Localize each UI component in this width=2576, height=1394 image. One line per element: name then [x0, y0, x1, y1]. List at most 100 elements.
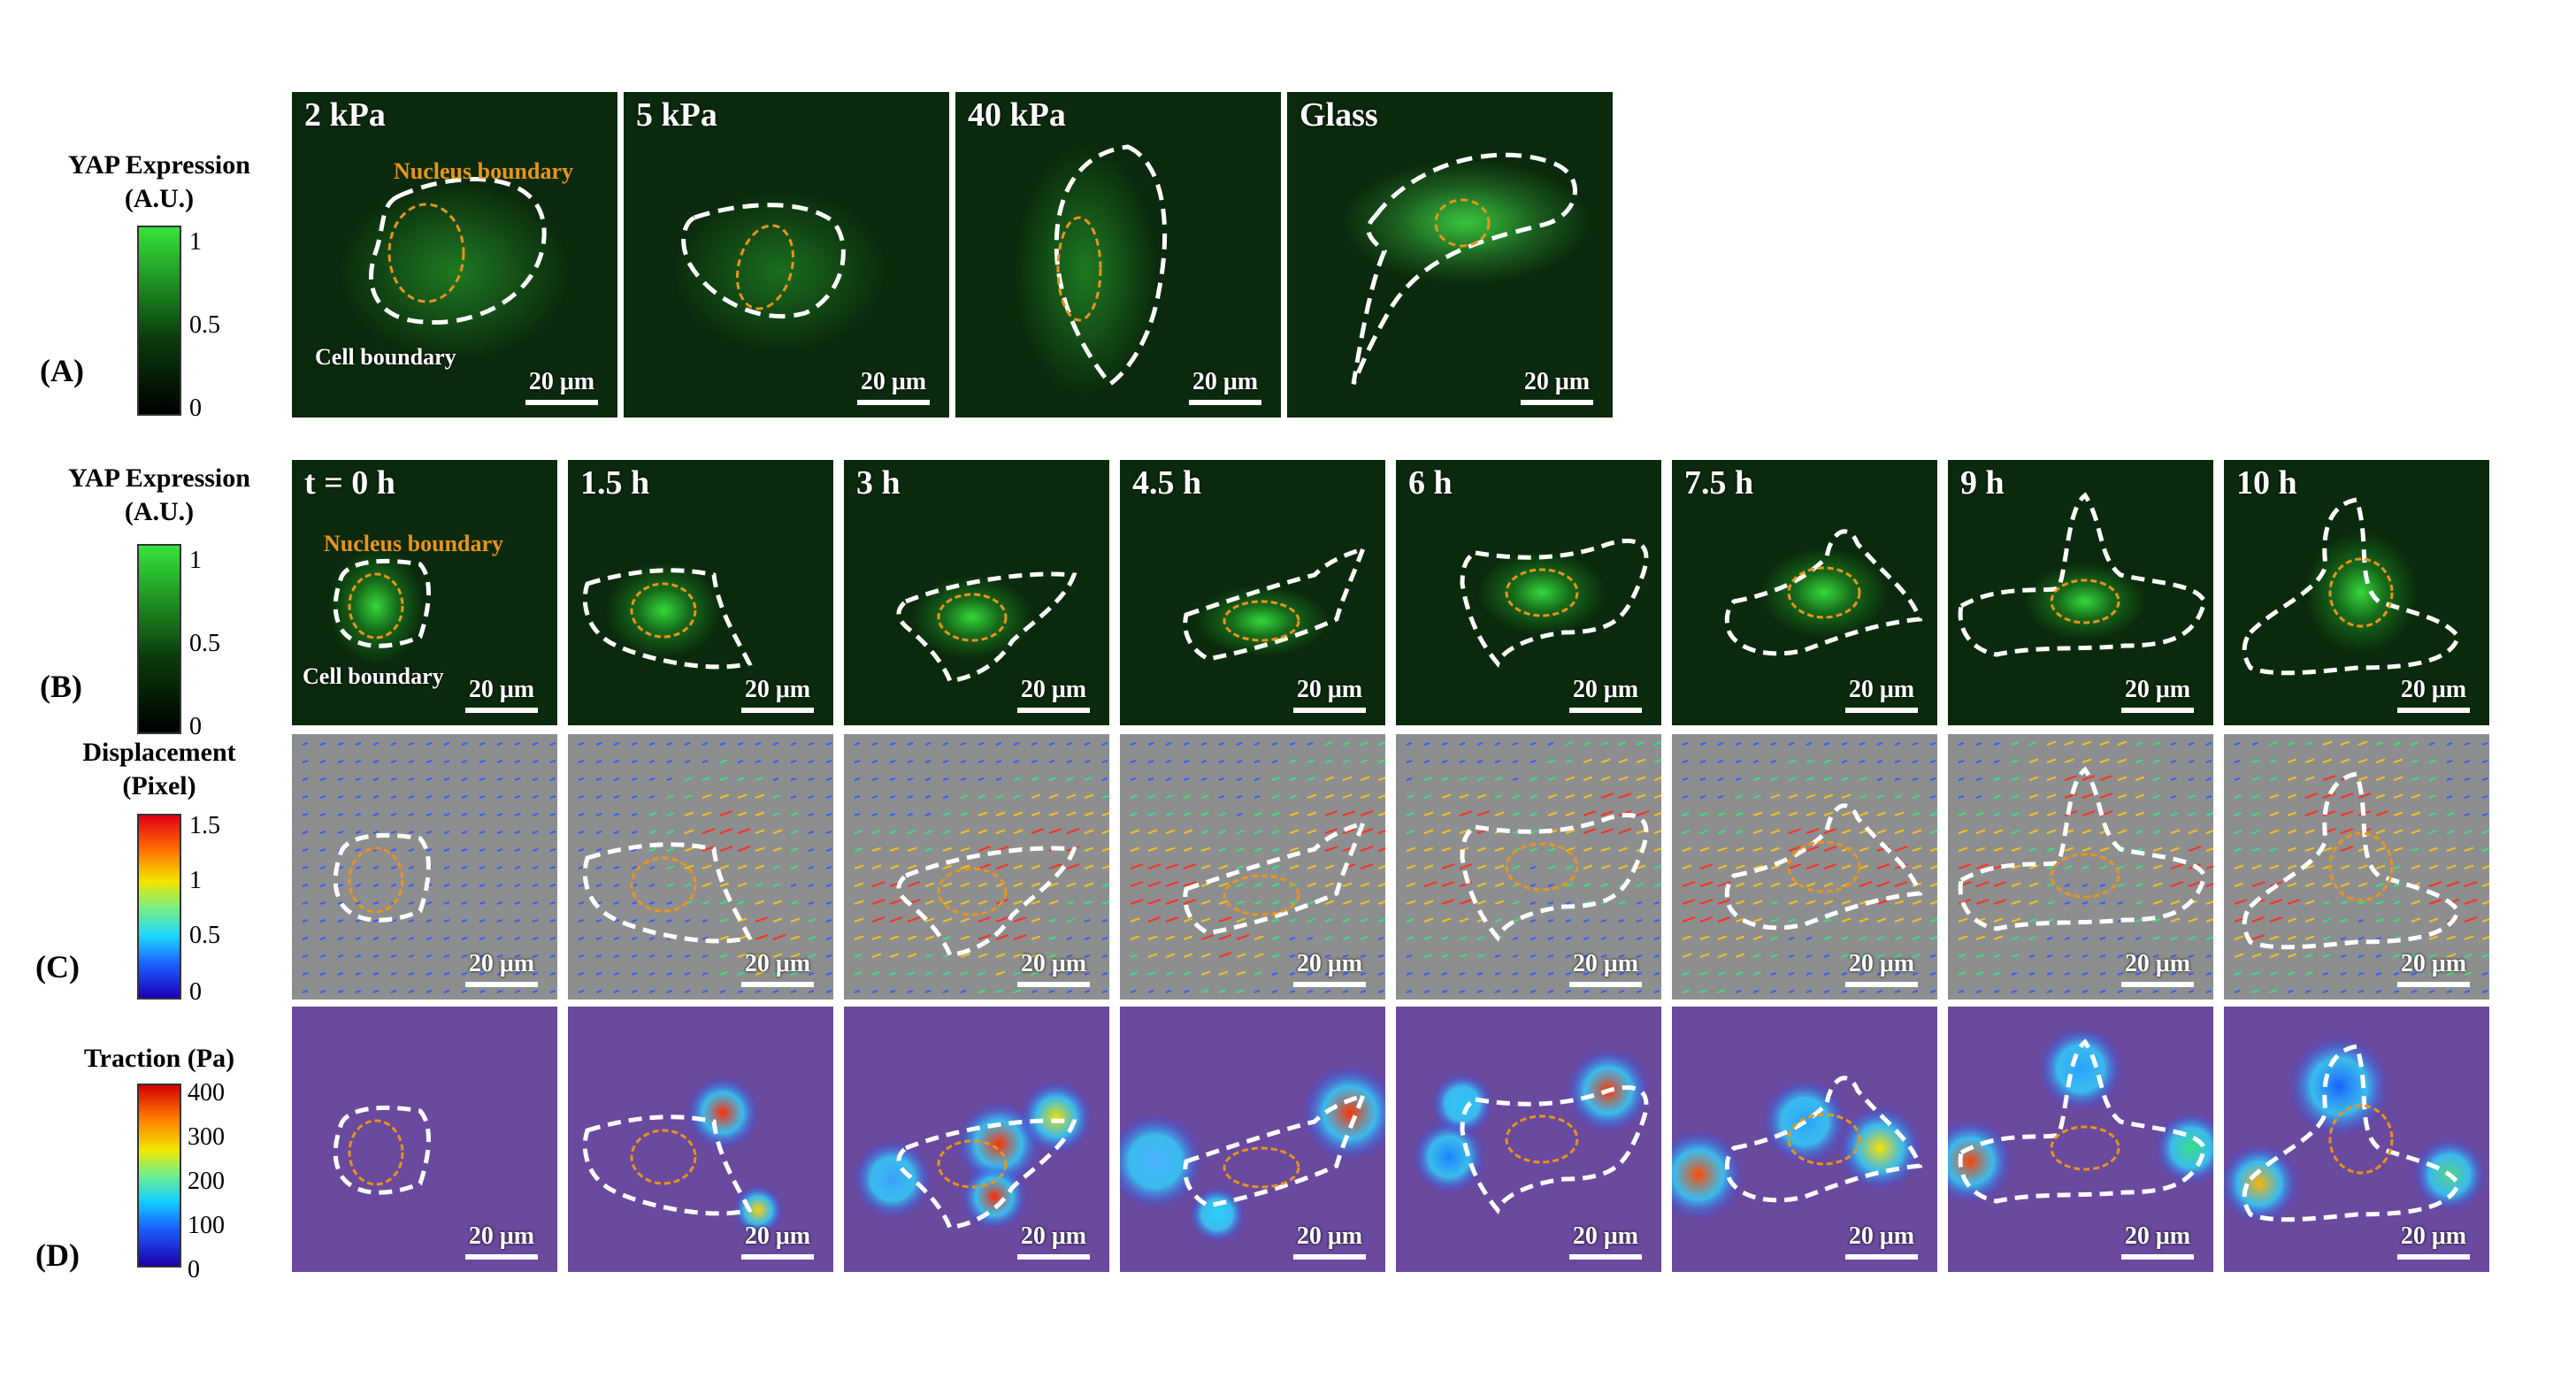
displacement-arrow — [1859, 954, 1867, 958]
displacement-arrow — [648, 777, 656, 781]
displacement-arrow — [355, 936, 362, 940]
cell-boundary — [1724, 1076, 1923, 1203]
displacement-arrow — [1682, 935, 1692, 940]
displacement-arrow — [1441, 777, 1450, 781]
displacement-arrow — [1682, 971, 1690, 976]
displacement-arrow — [1993, 935, 2004, 940]
displacement-arrow — [1013, 864, 1024, 869]
displacement-arrow — [1618, 918, 1625, 923]
displacement-arrow — [1165, 846, 1176, 852]
displacement-arrow — [2234, 882, 2244, 887]
displacement-arrow — [1717, 899, 1731, 905]
displacement-arrow — [1770, 777, 1779, 781]
displacement-arrow — [684, 794, 693, 799]
displacement-arrow — [1859, 881, 1873, 887]
displacement-arrow — [2082, 971, 2089, 976]
displacement-arrow — [2099, 971, 2106, 976]
traction-hotspot — [686, 1076, 760, 1150]
displacement-arrow — [1618, 793, 1632, 799]
displacement-arrow — [1476, 989, 1484, 993]
displacement-arrow — [2358, 776, 2368, 781]
displacement-arrow — [443, 954, 450, 958]
displacement-arrow — [1377, 918, 1385, 923]
displacement-arrow — [2269, 759, 2278, 763]
displacement-arrow — [1101, 883, 1109, 887]
displacement-arrow — [1494, 882, 1505, 887]
displacement-arrow — [1735, 812, 1744, 816]
displacement-arrow — [1066, 900, 1075, 905]
displacement-arrow — [1841, 971, 1848, 976]
displacement-arrow — [1013, 934, 1027, 940]
displacement-arrow — [2117, 954, 2124, 958]
displacement-arrow — [479, 918, 486, 923]
displacement-arrow — [1530, 830, 1538, 834]
panel-title: 10 h — [2236, 464, 2297, 502]
displacement-arrow — [719, 935, 730, 940]
displacement-arrow — [461, 759, 468, 763]
displacement-arrow — [854, 864, 864, 869]
displacement-arrow — [302, 759, 309, 763]
displacement-arrow — [2481, 847, 2489, 852]
displacement-arrow — [426, 918, 433, 923]
displacement-arrow — [1200, 900, 1211, 905]
displacement-arrow — [1494, 918, 1503, 923]
displacement-arrow — [907, 864, 917, 869]
displacement-arrow — [2099, 954, 2106, 958]
displacement-arrow — [684, 759, 691, 763]
displacement-arrow — [1894, 936, 1903, 940]
displacement-arrow — [978, 882, 988, 887]
displacement-arrow — [1806, 828, 1820, 834]
displacement-arrow — [2082, 810, 2096, 816]
displacement-arrow — [1013, 989, 1022, 993]
displacement-arrow — [1183, 899, 1197, 905]
displacement-arrow — [1236, 847, 1245, 852]
displacement-arrow — [2082, 989, 2089, 993]
displacement-arrow — [2428, 759, 2437, 763]
nucleus-boundary — [2328, 1104, 2394, 1175]
displacement-arrow — [1735, 830, 1744, 834]
displacement-arrow — [2322, 900, 2331, 905]
nucleus-boundary-label: Nucleus boundary — [394, 158, 573, 184]
displacement-arrow — [2011, 741, 2020, 746]
displacement-arrow — [1101, 777, 1108, 781]
displacement-arrow — [2269, 847, 2278, 852]
displacement-arrow — [337, 777, 344, 781]
displacement-arrow — [479, 900, 486, 905]
displacement-arrow — [1823, 793, 1834, 799]
displacement-arrow — [1929, 971, 1936, 976]
displacement-arrow — [772, 934, 786, 940]
displacement-arrow — [1271, 971, 1278, 976]
displacement-arrow — [1841, 793, 1852, 799]
displacement-arrow — [2046, 811, 2057, 816]
displacement-arrow — [1459, 741, 1466, 746]
displacement-arrow — [2269, 864, 2280, 869]
displacement-arrow — [2411, 759, 2419, 763]
displacement-arrow — [719, 918, 728, 923]
displacement-arrow — [595, 847, 602, 852]
displacement-arrow — [1929, 812, 1937, 816]
displacement-arrow — [737, 953, 748, 958]
displacement-arrow — [1975, 829, 1986, 834]
displacement-arrow — [1653, 777, 1661, 781]
displacement-arrow — [1183, 989, 1190, 993]
displacement-arrow — [1254, 794, 1261, 799]
traction-panel: 20 μm — [844, 1007, 1109, 1272]
displacement-arrow — [1958, 917, 1968, 923]
displacement-arrow — [337, 900, 344, 905]
displacement-arrow — [1147, 846, 1158, 852]
panel-overlay — [1130, 741, 1385, 993]
displacement-arrow — [1084, 900, 1092, 905]
displacement-arrow — [1130, 989, 1137, 993]
cell-boundary — [1460, 539, 1649, 669]
displacement-arrow — [2028, 936, 2037, 940]
displacement-arrow — [2322, 810, 2336, 816]
displacement-arrow — [1031, 741, 1038, 746]
displacement-arrow — [1406, 864, 1416, 869]
displacement-arrow — [2205, 741, 2212, 746]
displacement-arrow — [2269, 899, 2283, 905]
displacement-arrow — [1084, 793, 1094, 799]
displacement-arrow — [1752, 846, 1763, 852]
scale-bar: 20 μm — [2121, 676, 2194, 713]
displacement-arrow — [1459, 793, 1469, 799]
displacement-arrow — [2428, 812, 2437, 816]
